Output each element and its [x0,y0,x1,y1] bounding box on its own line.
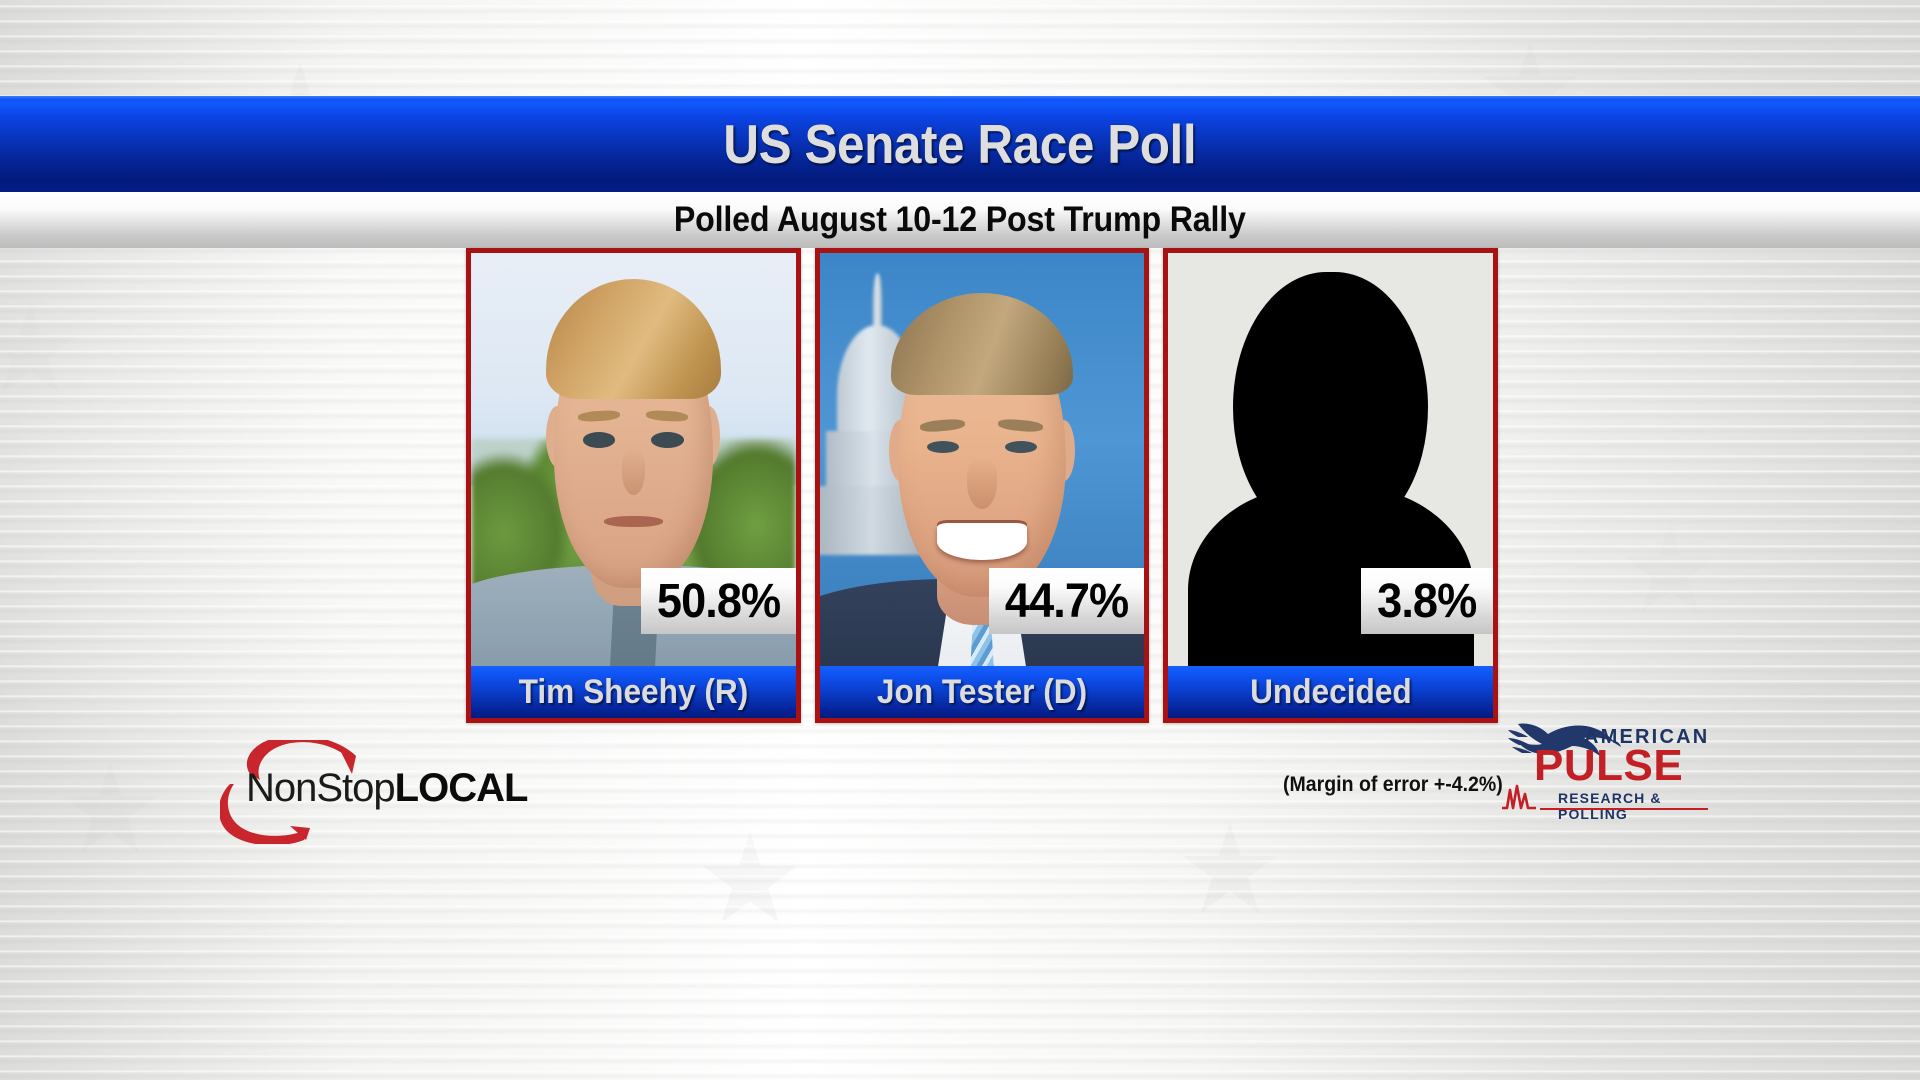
american-pulse-logo: AMERICAN PULSE RESEARCH & POLLING [1496,718,1711,822]
jon-tester-portrait [819,253,1145,718]
pulse-american-word: AMERICAN [1584,726,1710,748]
nonstop-local-logo: NonStopLOCAL [220,740,568,844]
poll-results-row: 50.8% Tim Sheehy (R) [466,248,1499,723]
percentage-value: 50.8% [656,574,780,628]
candidate-name: Jon Tester (D) [876,672,1088,711]
heartbeat-pulse-icon [1502,784,1536,810]
candidate-name-bar: Tim Sheehy (R) [471,666,796,718]
eagle-icon [1508,723,1621,756]
nonstop-word: NonStop [246,766,396,810]
local-word: LOCAL [394,766,529,810]
percentage-badge: 50.8% [640,568,796,634]
percentage-badge: 44.7% [989,568,1145,634]
candidate-name: Tim Sheehy (R) [518,672,749,711]
nonstop-local-wordmark: NonStopLOCAL [246,766,529,811]
tim-sheehy-portrait [471,253,796,718]
swoosh-arrow-icon [220,740,356,844]
poll-card-undecided: 3.8% Undecided [1163,248,1499,723]
percentage-value: 44.7% [1005,574,1129,628]
candidate-name: Undecided [1249,672,1412,711]
candidate-name-bar: Undecided [1168,666,1494,718]
poll-card-jon-tester: 44.7% Jon Tester (D) [814,248,1150,723]
percentage-value: 3.8% [1377,574,1477,628]
undecided-silhouette-icon [1168,253,1494,718]
pulse-main-word: PULSE [1534,741,1684,790]
candidate-name-bar: Jon Tester (D) [819,666,1145,718]
pulse-underline-rule [1540,808,1708,810]
poll-card-tim-sheehy: 50.8% Tim Sheehy (R) [466,248,801,723]
margin-of-error-note: (Margin of error +-4.2%) [1283,773,1503,796]
page-title: US Senate Race Poll [723,113,1197,175]
title-banner: US Senate Race Poll [0,96,1920,192]
percentage-badge: 3.8% [1361,568,1494,634]
pulse-tagline: RESEARCH & POLLING [1558,790,1662,822]
subtitle-banner: Polled August 10-12 Post Trump Rally [0,192,1920,248]
page-subtitle: Polled August 10-12 Post Trump Rally [674,200,1246,239]
